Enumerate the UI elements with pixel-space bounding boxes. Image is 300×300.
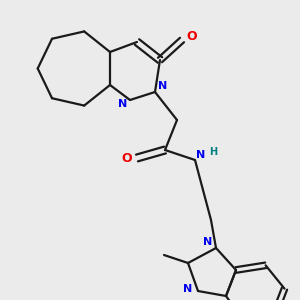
- Text: N: N: [196, 150, 206, 160]
- Text: N: N: [158, 81, 168, 91]
- Text: O: O: [122, 152, 132, 164]
- Text: N: N: [118, 99, 127, 109]
- Text: H: H: [209, 147, 217, 157]
- Text: N: N: [183, 284, 193, 294]
- Text: N: N: [203, 237, 213, 247]
- Text: O: O: [187, 29, 197, 43]
